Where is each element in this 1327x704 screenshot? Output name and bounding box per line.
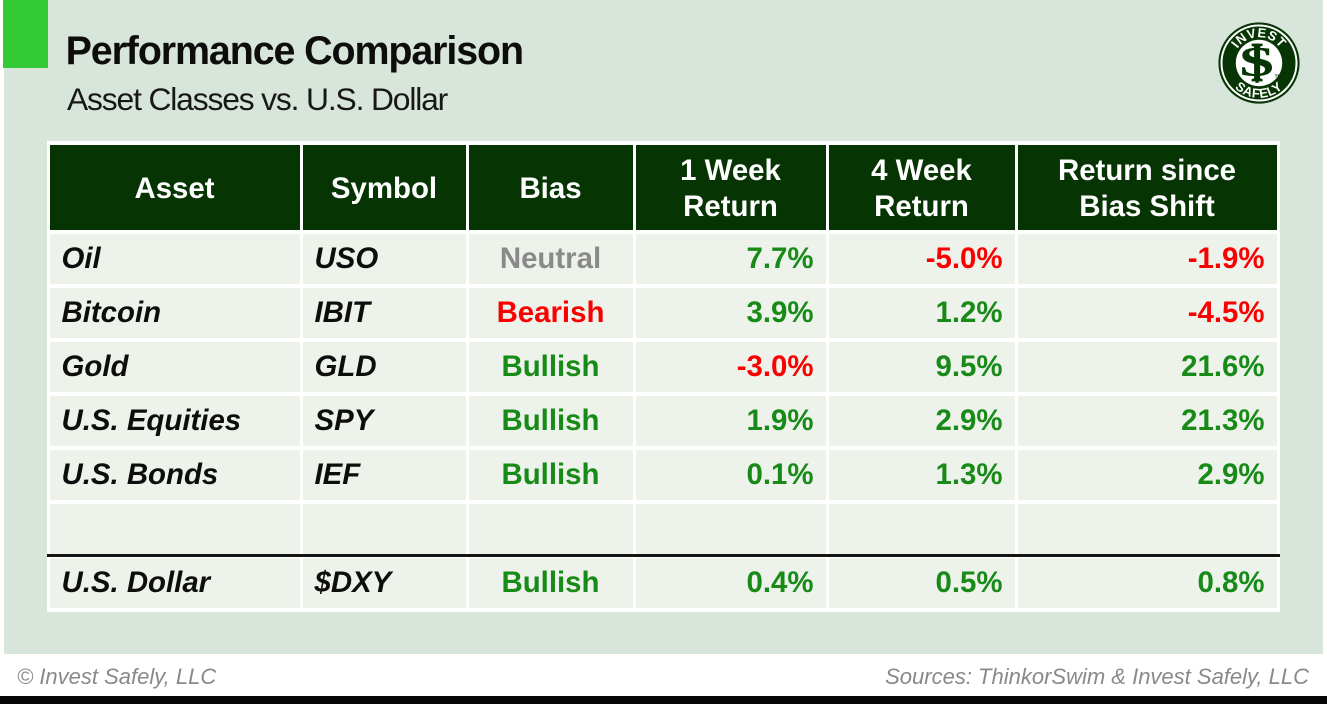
svg-text:TM: TM [1275,74,1282,79]
svg-text:SAFELY: SAFELY [1233,79,1286,102]
